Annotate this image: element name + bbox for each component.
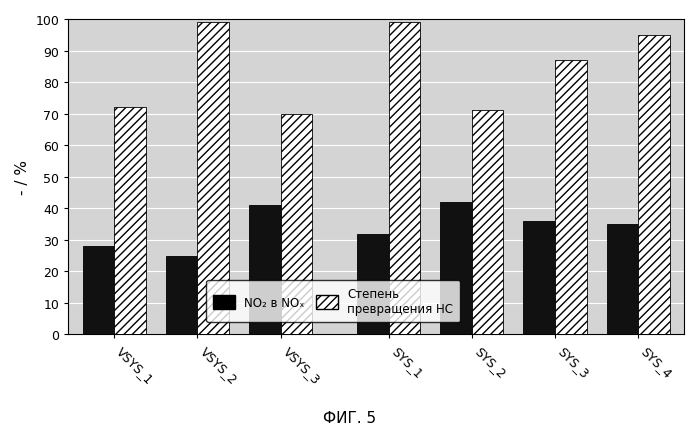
Bar: [555, 61, 586, 335]
Bar: [638, 36, 670, 335]
Bar: [440, 202, 472, 335]
Bar: [607, 225, 638, 335]
Bar: [389, 23, 420, 335]
Bar: [197, 23, 229, 335]
Bar: [280, 114, 312, 335]
Text: ФИГ. 5: ФИГ. 5: [323, 410, 376, 425]
Bar: [166, 256, 197, 335]
Bar: [524, 222, 555, 335]
Bar: [114, 108, 146, 335]
Legend: NO₂ в NOₓ, Степень
превращения НС: NO₂ в NOₓ, Степень превращения НС: [206, 280, 460, 322]
Bar: [472, 111, 503, 335]
Y-axis label: - / %: - / %: [15, 160, 30, 195]
Bar: [249, 206, 280, 335]
Bar: [82, 247, 114, 335]
Bar: [357, 234, 389, 335]
